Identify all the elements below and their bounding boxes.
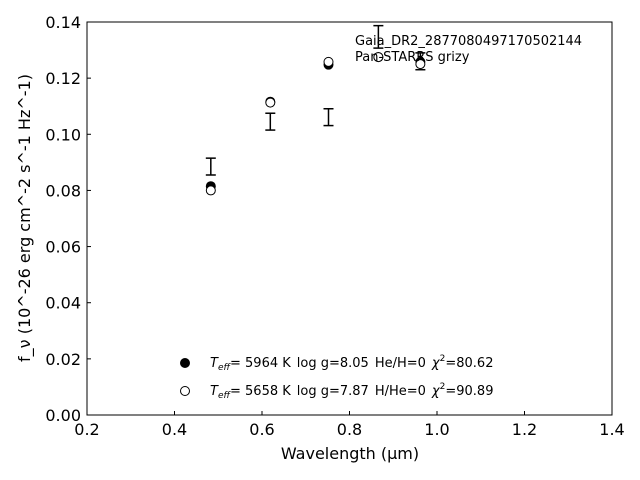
model-points: [205, 52, 426, 196]
plot-area: [86, 21, 613, 416]
y-tick-label: 0.12: [45, 69, 81, 88]
y-tick-label: 0.06: [45, 238, 81, 257]
open-point: [323, 56, 334, 67]
y-tick-label: 0.02: [45, 350, 81, 369]
y-axis-label: f_ν (10^-26 erg cm^-2 s^-1 Hz^-1): [15, 74, 35, 362]
y-tick-label: 0.14: [45, 13, 81, 32]
x-axis-label: Wavelength (μm): [281, 444, 419, 463]
x-tick-label: 0.2: [74, 420, 99, 439]
x-tick-label: 0.6: [249, 420, 274, 439]
observed-errorbars: [205, 24, 426, 176]
x-tick-label: 1.4: [599, 420, 624, 439]
legend-marker-open: [180, 386, 190, 396]
y-axis: 0.00 0.02 0.04 0.06 0.08 0.10 0.12 0.14: [45, 13, 91, 425]
annotation-line-1: Gaia_DR2_2877080497170502144: [355, 34, 582, 49]
open-point: [415, 59, 426, 70]
x-axis: 0.2 0.4 0.6 0.8 1.0 1.2 1.4: [74, 411, 625, 439]
open-point: [265, 97, 276, 108]
open-point: [373, 52, 384, 63]
x-tick-label: 1.2: [512, 420, 537, 439]
y-tick-label: 0.00: [45, 406, 81, 425]
x-tick-label: 0.8: [337, 420, 362, 439]
y-tick-label: 0.04: [45, 294, 81, 313]
y-tick-label: 0.10: [45, 125, 81, 144]
legend-marker-filled: [180, 358, 190, 368]
open-point: [205, 185, 216, 196]
annotation-line-2: Pan-STARRS grizy: [355, 50, 470, 65]
x-tick-label: 1.0: [424, 420, 449, 439]
x-tick-label: 0.4: [162, 420, 187, 439]
y-tick-label: 0.08: [45, 181, 81, 200]
